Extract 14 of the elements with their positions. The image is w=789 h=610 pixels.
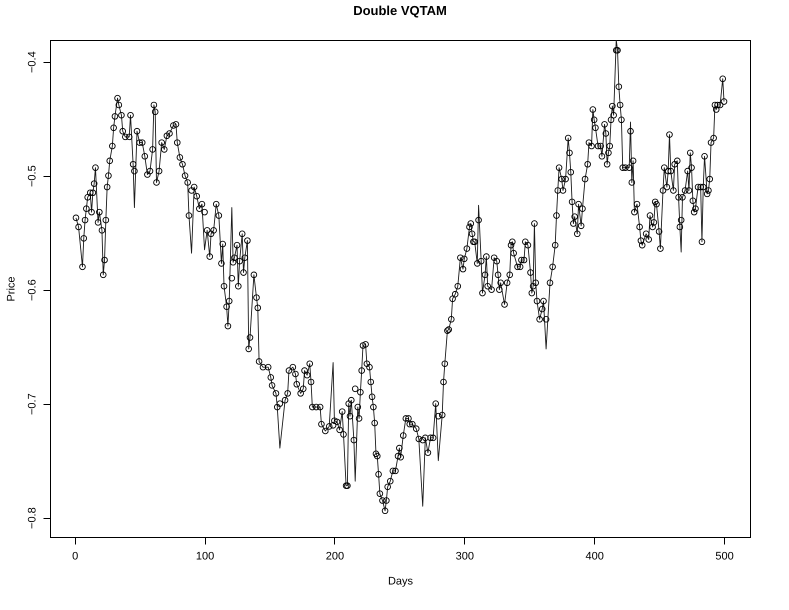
y-tick-label: −0.6 xyxy=(26,279,38,301)
x-tick-label: 500 xyxy=(715,550,734,562)
x-tick-label: 300 xyxy=(456,550,474,562)
x-tick-label: 100 xyxy=(196,550,214,562)
x-tick-label: 0 xyxy=(72,550,78,562)
y-tick-label: −0.5 xyxy=(26,165,38,188)
y-axis-title: Price xyxy=(6,276,18,302)
x-tick-label: 400 xyxy=(585,550,604,562)
y-tick-label: −0.8 xyxy=(26,507,38,529)
x-tick-label: 200 xyxy=(326,550,344,562)
chart-title: Double VQTAM xyxy=(353,3,447,18)
y-tick-label: −0.4 xyxy=(26,51,38,74)
x-axis-title: Days xyxy=(388,576,414,588)
y-tick-label: −0.7 xyxy=(26,393,38,415)
